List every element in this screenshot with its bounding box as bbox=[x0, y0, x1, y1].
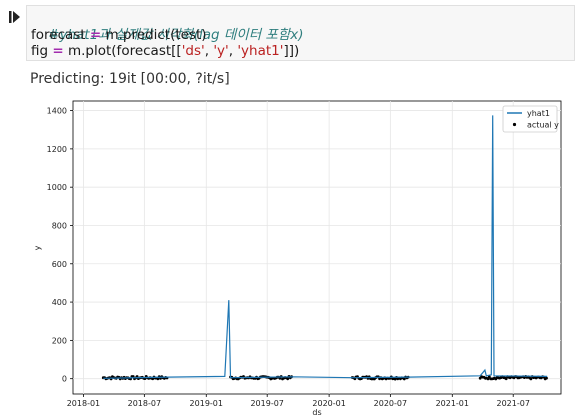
code-line-2: forecast = m.predict(test) bbox=[31, 27, 207, 43]
actual-y-point bbox=[402, 377, 406, 381]
code-token: forecast bbox=[31, 27, 90, 43]
y-tick-label: 1400 bbox=[47, 107, 67, 116]
x-tick-label: 2018-01 bbox=[67, 399, 100, 408]
legend: yhat1 actual y bbox=[502, 105, 559, 133]
y-tick-label: 400 bbox=[52, 298, 67, 307]
plot-area bbox=[72, 100, 562, 395]
x-tick-label: 2020-01 bbox=[312, 399, 345, 408]
x-tick-label: 2018-07 bbox=[128, 399, 161, 408]
code-token: fig bbox=[31, 43, 53, 59]
y-tick-label: 1000 bbox=[47, 183, 67, 192]
yhat1-series-line bbox=[103, 115, 548, 379]
code-comment: #yhat1과 실제값 시각화(lag 데이터 포함x) bbox=[48, 27, 304, 43]
x-tick-labels: 2018-01 2018-07 2019-01 2019-07 2020-01 2020-… bbox=[67, 394, 530, 408]
y-tick-label: 1200 bbox=[47, 145, 67, 154]
code-token: ]]) bbox=[283, 43, 300, 59]
code-token: m.predict(test) bbox=[101, 27, 207, 43]
code-cell-input[interactable]: #yhat1과 실제값 시각화(lag 데이터 포함x) forecast = … bbox=[26, 5, 575, 61]
code-operator: = bbox=[89, 27, 102, 43]
code-token: m.plot(forecast[[ bbox=[63, 43, 182, 59]
code-operator: = bbox=[52, 43, 64, 59]
x-tick-label: 2021-01 bbox=[436, 399, 469, 408]
progress-output: Predicting: 19it [00:00, ?it/s] bbox=[30, 71, 230, 87]
code-token: , bbox=[204, 43, 214, 59]
y-tick-label: 600 bbox=[52, 260, 67, 269]
code-string: 'yhat1' bbox=[237, 43, 284, 59]
code-token: , bbox=[228, 43, 238, 59]
run-cell-icon[interactable] bbox=[9, 10, 21, 24]
actual-y-point bbox=[545, 376, 548, 380]
x-tick-label: 2019-01 bbox=[190, 399, 223, 408]
y-axis-label: y bbox=[33, 245, 42, 250]
y-tick-label: 200 bbox=[52, 336, 67, 345]
x-tick-label: 2021-07 bbox=[496, 399, 529, 408]
code-line-1: #yhat1과 실제값 시각화(lag 데이터 포함x) bbox=[31, 11, 304, 59]
legend-actual-label: actual y bbox=[527, 121, 559, 130]
y-tick-label: 800 bbox=[52, 221, 67, 230]
code-string: 'y' bbox=[213, 43, 229, 59]
x-axis-label: ds bbox=[312, 408, 321, 417]
code-string: 'ds' bbox=[181, 43, 205, 59]
y-tick-labels: 0 200 400 600 800 1000 1200 1400 bbox=[47, 107, 73, 384]
actual-y-point bbox=[486, 377, 490, 381]
actual-y-point bbox=[286, 377, 290, 381]
x-tick-label: 2019-07 bbox=[250, 399, 283, 408]
code-line-3: fig = m.plot(forecast[['ds', 'y', 'yhat1… bbox=[31, 43, 299, 59]
actual-y-point bbox=[487, 375, 491, 379]
legend-actual-swatch bbox=[512, 122, 517, 127]
actual-y-point bbox=[156, 377, 160, 381]
x-tick-label: 2020-07 bbox=[374, 399, 407, 408]
grid-lines bbox=[73, 101, 561, 394]
legend-yhat1-label: yhat1 bbox=[527, 109, 550, 118]
actual-y-point bbox=[529, 377, 533, 381]
actual-y-point bbox=[504, 377, 508, 381]
y-tick-label: 0 bbox=[62, 375, 67, 384]
